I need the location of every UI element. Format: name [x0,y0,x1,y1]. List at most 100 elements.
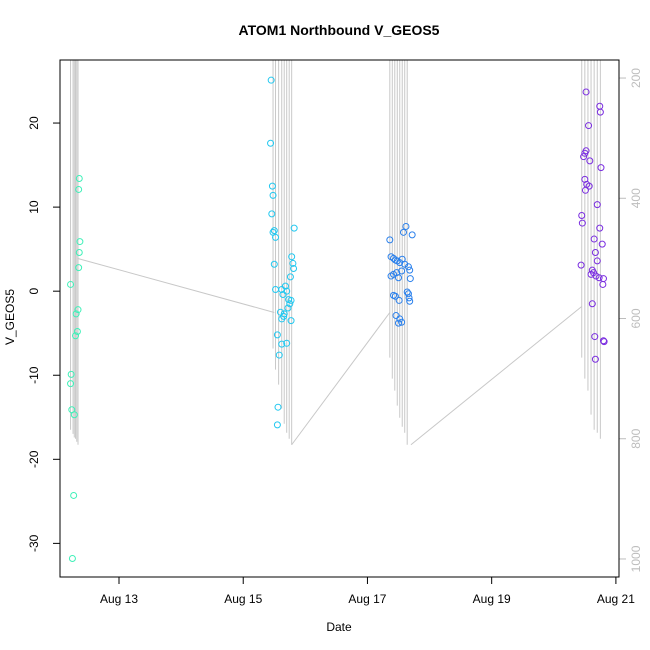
data-point [599,275,607,283]
data-point [67,280,75,288]
data-point [585,182,593,190]
data-point [75,175,83,183]
data-point [273,421,281,429]
y2-tick-label: 1000 [629,545,643,572]
data-point [577,261,585,269]
data-point [286,300,294,308]
data-point [76,238,84,246]
data-point [582,88,590,96]
data-point [275,351,283,359]
data-point [596,108,604,116]
data-point [398,318,406,326]
data-point [270,227,278,235]
data-point [281,282,289,290]
data-point [591,249,599,257]
y2-tick-label: 600 [629,308,643,328]
data-point [272,233,280,241]
profile-connector-0 [77,257,275,313]
data-point [599,280,607,288]
data-point [283,339,291,347]
data-point [290,224,298,232]
x-tick-label: Aug 17 [348,592,386,606]
data-point [273,331,281,339]
data-point [596,224,604,232]
data-point [581,186,589,194]
data-point [597,164,605,172]
y-axis-label: V_GEOS5 [3,289,17,345]
data-point [274,403,282,411]
data-point [399,228,407,236]
data-point [75,185,83,193]
data-point [72,332,80,340]
data-point [288,253,296,261]
data-point [404,263,412,271]
data-point [586,157,594,165]
data-point [599,337,607,345]
x-tick-label: Aug 21 [597,592,635,606]
data-point [591,355,599,363]
data-point [405,294,413,302]
data-point [289,259,297,267]
y-tick-label: -10 [27,366,41,384]
data-point [593,257,601,265]
data-point [67,370,75,378]
data-point [590,235,598,243]
data-point [581,149,589,157]
data-point [392,312,400,320]
data-point [73,328,81,336]
data-point [593,201,601,209]
data-point [395,274,403,282]
data-point [585,122,593,130]
data-point [404,290,412,298]
data-point [279,291,287,299]
y2-tick-label: 400 [629,188,643,208]
data-point [396,315,404,323]
data-point [268,182,276,190]
data-point [580,153,588,161]
x-tick-label: Aug 15 [224,592,262,606]
y-tick-label: 10 [27,200,41,214]
data-point [591,333,599,341]
data-point [278,340,286,348]
data-point [395,319,403,327]
data-point [70,411,78,419]
data-point [386,236,394,244]
data-point [284,304,292,312]
data-point [290,264,298,272]
x-tick-label: Aug 13 [100,592,138,606]
data-point [270,260,278,268]
data-point [74,306,82,314]
data-point [600,338,608,346]
data-point [391,292,399,300]
data-points [67,76,608,563]
data-point [578,219,586,227]
y-tick-label: -30 [27,534,41,552]
data-point [287,296,295,304]
x-axis-label: Date [326,620,352,634]
data-point [269,191,277,199]
pressure-profile [70,60,601,446]
data-point [406,275,414,283]
data-point [398,267,406,275]
profile-connector-2 [410,306,583,446]
data-point [387,272,395,280]
data-point [67,380,75,388]
axes: Aug 13 Aug 15 Aug 17 Aug 19 Aug 21 20 10 0 -10 -2… [27,68,643,606]
chart-title: ATOM1 Northbound V_GEOS5 [239,22,440,38]
y-tick-label: 20 [27,116,41,130]
data-point [406,266,414,274]
data-point [588,300,596,308]
data-point [595,274,603,282]
data-point [286,273,294,281]
data-point [268,210,276,218]
data-point [75,264,83,272]
data-point [267,76,275,84]
data-point [267,139,275,147]
plot-frame [59,59,620,578]
y-tick-label: 0 [27,288,41,295]
y2-tick-label: 800 [629,428,643,448]
data-point [75,249,83,257]
data-point [68,555,76,563]
data-point [395,296,403,304]
